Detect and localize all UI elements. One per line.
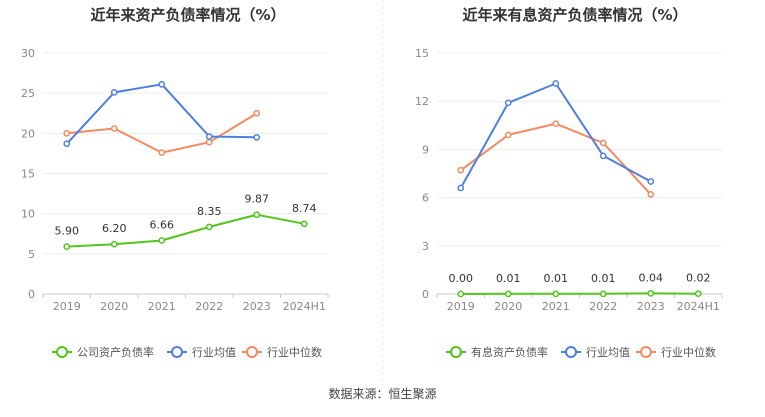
chart1-x-tick: 2022 xyxy=(195,300,223,313)
chart1-series-2-point xyxy=(110,89,118,96)
chart2-y-tick: 6 xyxy=(422,192,429,205)
chart2-legend-label-1: 有息资产负债率 xyxy=(471,345,548,359)
chart2-data-label: 0.01 xyxy=(496,272,521,285)
chart1-legend-marker-2 xyxy=(171,346,183,358)
chart1-legend-marker-1 xyxy=(56,346,68,358)
chart1-series-1-point xyxy=(300,220,308,228)
chart2-legend-marker-2 xyxy=(565,346,577,358)
chart1-series-3-point xyxy=(253,109,261,117)
chart2-y-tick: 0 xyxy=(422,288,429,301)
chart2-y-tick: 9 xyxy=(422,143,429,156)
chart2-data-label: 0.01 xyxy=(544,272,569,285)
chart1-series-3-point xyxy=(158,149,166,156)
chart1-legend-label-2: 行业均值 xyxy=(192,346,236,359)
chart1-data-label: 6.20 xyxy=(102,222,127,235)
chart2-data-label: 0.02 xyxy=(686,272,711,285)
chart1-series-1-point xyxy=(158,237,166,244)
chart1-series-2-point xyxy=(158,80,166,88)
chart2-series-1-point xyxy=(647,290,655,297)
chart2-series-line-3 xyxy=(460,122,652,196)
chart1-title: 近年来资产负债率情况（%） xyxy=(90,6,285,24)
chart1-series-2-point xyxy=(63,140,71,148)
chart1-series-1-point xyxy=(110,240,118,248)
chart2-x-tick: 2020 xyxy=(494,300,522,313)
chart1-legend-label-1: 公司资产负债率 xyxy=(77,345,154,359)
chart2-series-3-point xyxy=(599,139,607,147)
chart1-y-tick: 0 xyxy=(28,288,35,301)
chart2-series-3-point xyxy=(647,191,655,198)
chart2-legend-marker-1 xyxy=(450,346,462,358)
chart2-data-label: 0.01 xyxy=(591,272,616,285)
chart2-x-tick: 2022 xyxy=(589,300,617,313)
chart2-y-tick: 15 xyxy=(415,47,429,60)
chart2-legend-label-2: 行业均值 xyxy=(586,346,630,359)
chart1-y-tick: 25 xyxy=(21,87,35,100)
chart2-legend-marker-3 xyxy=(640,346,652,358)
chart2-series-1-point xyxy=(599,290,607,298)
chart1-data-label: 6.66 xyxy=(150,218,175,231)
chart2-y-tick: 12 xyxy=(415,95,429,108)
chart2-series-2-point xyxy=(457,184,465,192)
chart2-series-1-point xyxy=(552,290,560,298)
chart2-series-2-point xyxy=(504,99,512,107)
chart1-data-label: 8.74 xyxy=(292,202,317,215)
chart2-title: 近年来有息资产负债率情况（%） xyxy=(462,6,687,24)
chart2-x-tick: 2024H1 xyxy=(677,300,720,313)
chart1-y-tick: 15 xyxy=(21,168,35,181)
chart1-series-1-point xyxy=(253,211,261,219)
chart2-data-label: 0.04 xyxy=(639,271,664,284)
chart2-data-label: 0.00 xyxy=(449,272,474,285)
chart2-series-3-point xyxy=(552,120,560,128)
chart2-series-3-point xyxy=(457,166,465,174)
chart1-series-3-point xyxy=(63,129,71,137)
chart1-y-tick: 10 xyxy=(21,208,35,221)
chart2-series-1-point xyxy=(694,290,702,298)
chart2-series-3-point xyxy=(504,131,512,139)
chart1-x-tick: 2021 xyxy=(148,300,176,313)
chart1-data-label: 5.90 xyxy=(55,225,80,238)
chart2-series-2-point xyxy=(647,178,655,185)
chart2-legend-label-3: 行业中位数 xyxy=(661,345,716,359)
chart1-data-label: 9.87 xyxy=(245,193,270,206)
chart2-series-2-point xyxy=(552,80,560,87)
chart1-series-3-point xyxy=(205,138,213,146)
chart1-series-2-point xyxy=(253,134,261,141)
chart1-x-tick: 2023 xyxy=(243,300,271,313)
chart1-x-tick: 2019 xyxy=(53,300,81,313)
chart1-data-label: 8.35 xyxy=(197,205,222,218)
chart1-series-1-point xyxy=(205,223,213,231)
chart2-series-2-point xyxy=(599,152,607,160)
chart2-series-1-point xyxy=(504,290,512,298)
source-note: 数据来源：恒生聚源 xyxy=(328,386,436,401)
chart1-series-3-point xyxy=(110,125,118,132)
chart2-x-tick: 2023 xyxy=(637,300,665,313)
chart1-x-tick: 2020 xyxy=(100,300,128,313)
chart2-series-line-1 xyxy=(460,292,699,295)
chart2-x-tick: 2019 xyxy=(447,300,475,313)
chart1-series-2-point xyxy=(205,133,213,140)
chart2-x-tick: 2021 xyxy=(542,300,570,313)
chart1-y-tick: 30 xyxy=(21,47,35,60)
chart1-y-tick: 5 xyxy=(28,248,35,261)
chart1-legend-marker-3 xyxy=(246,346,258,358)
chart1-series-line-1 xyxy=(66,213,305,248)
chart2-series-1-point xyxy=(457,290,465,298)
chart2-series-line-2 xyxy=(459,82,652,189)
chart1-legend-label-3: 行业中位数 xyxy=(267,345,322,359)
chart1-y-tick: 20 xyxy=(21,127,35,140)
chart1-x-tick: 2024H1 xyxy=(283,300,326,313)
chart2-y-tick: 3 xyxy=(422,240,429,253)
chart1-series-1-point xyxy=(63,243,71,250)
